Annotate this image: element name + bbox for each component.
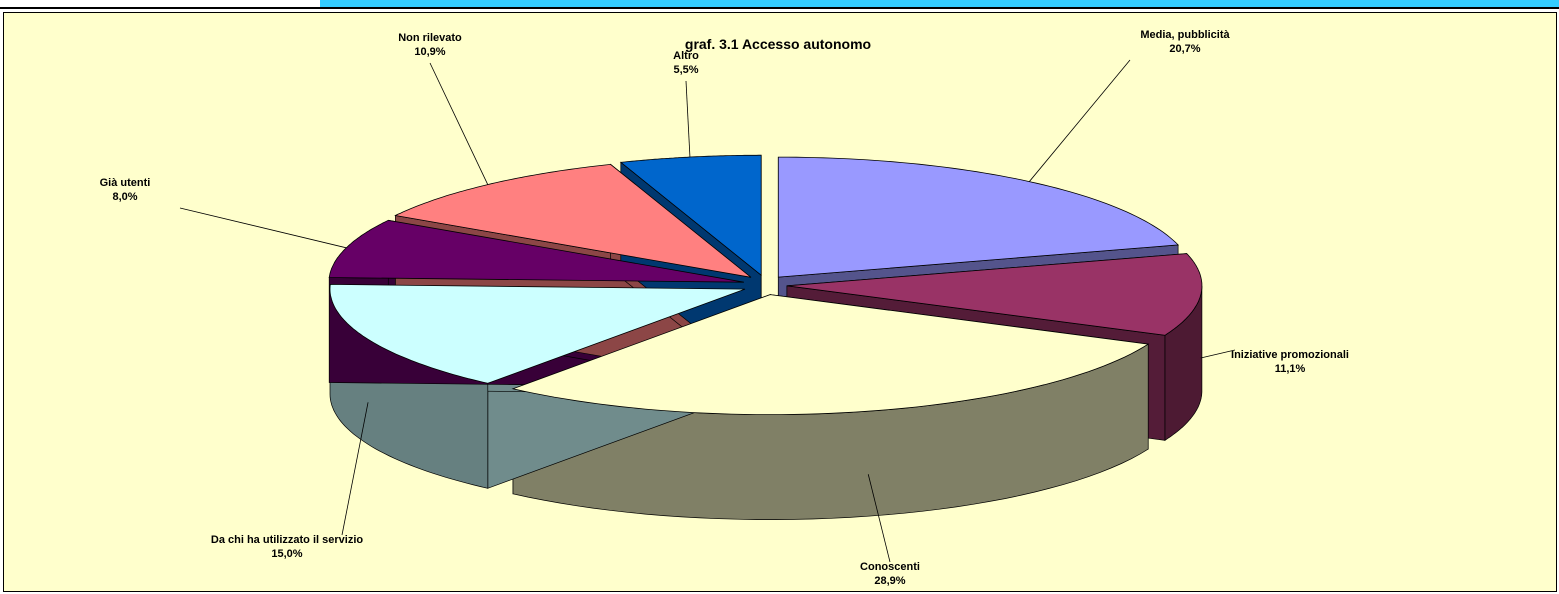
slice-value-label: 28,9% <box>874 575 905 587</box>
slice <box>786 253 1203 336</box>
slice-value-label: 15,0% <box>271 548 302 560</box>
slice-value-label: 20,7% <box>1169 43 1200 55</box>
slice <box>328 219 744 283</box>
leader-line <box>867 474 891 563</box>
slice <box>777 156 1179 278</box>
slice-value-label: 10,9% <box>414 46 445 58</box>
slice-label: Media, pubblicità <box>1140 29 1230 41</box>
leader-line <box>179 207 347 249</box>
slice-value-label: 11,1% <box>1275 363 1306 375</box>
slice-label: Non rilevato <box>398 32 462 44</box>
leader-line <box>685 80 691 158</box>
slice-label: Conoscenti <box>860 561 920 573</box>
sheet-cells <box>320 0 1559 7</box>
slice-label: Da chi ha utilizzato il servizio <box>211 534 363 546</box>
chart-title: graf. 3.1 Accesso autonomo <box>685 36 871 52</box>
leader-line <box>429 62 489 185</box>
slice-label: Altro <box>673 50 699 62</box>
slice-value-label: 8,0% <box>112 191 137 203</box>
slice-label: Già utenti <box>100 177 151 189</box>
pie <box>328 154 1203 520</box>
slice <box>329 283 746 384</box>
leader-line <box>1200 349 1236 359</box>
slice-label: Iniziative promozionali <box>1231 349 1349 361</box>
leader-line <box>1029 59 1131 182</box>
slice <box>511 294 1150 416</box>
slice-value-label: 5,5% <box>673 64 698 76</box>
leader-line <box>341 402 369 536</box>
